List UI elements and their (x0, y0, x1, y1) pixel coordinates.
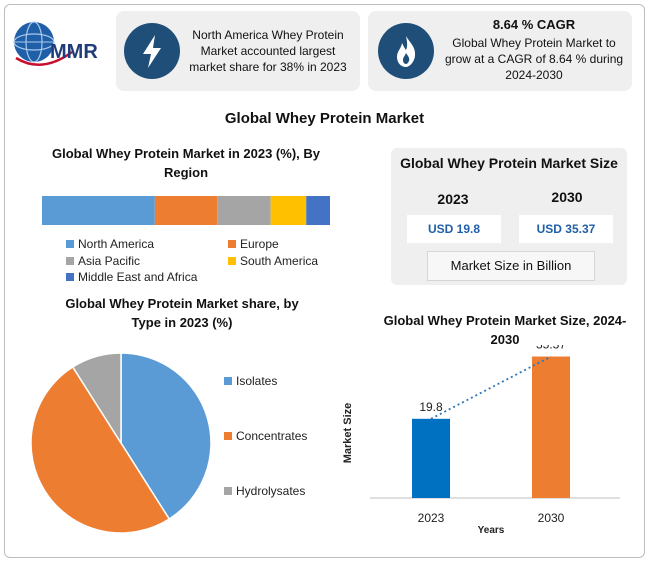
logo-text: MMR (50, 41, 98, 63)
legend-label: Asia Pacific (78, 254, 141, 268)
legend-label: Concentrates (236, 429, 308, 443)
market-size-panel: Global Whey Protein Market Size 2023 203… (391, 148, 627, 285)
size-unit: Market Size in Billion (427, 251, 595, 281)
highlight-card-cagr: 8.64 % CAGR Global Whey Protein Market t… (368, 11, 632, 91)
type-pie-chart (30, 352, 212, 534)
lightning-icon-badge (124, 23, 180, 79)
legend-label: South America (240, 254, 319, 268)
x-tick-2023: 2023 (418, 511, 445, 525)
region-stacked-bar (42, 196, 330, 225)
type-legend-isolates: Isolates (224, 374, 277, 388)
legend-label: Middle East and Africa (78, 270, 198, 284)
highlight-text-market-share: North America Whey Protein Market accoun… (189, 28, 347, 74)
highlight-text-cagr: Global Whey Protein Market to grow at a … (444, 36, 624, 82)
type-legend-hydrolysates: Hydrolysates (224, 484, 305, 498)
type-chart-title: Global Whey Protein Market share, by Typ… (65, 296, 299, 330)
size-bar-2030 (532, 356, 570, 498)
highlight-card-market-share: North America Whey Protein Market accoun… (116, 11, 360, 91)
region-segment-north-america (42, 196, 155, 225)
legend-swatch (66, 256, 74, 265)
size-year-b: 2030 (551, 189, 583, 205)
legend-label: Europe (240, 237, 279, 251)
legend-label: Isolates (236, 374, 278, 388)
x-axis-label: Years (478, 525, 505, 536)
region-legend-middle-east-and-africa: Middle East and Africa (66, 270, 197, 284)
flame-icon-badge (378, 23, 434, 79)
size-value-b: USD 35.37 (519, 215, 613, 243)
type-legend-concentrates: Concentrates (224, 429, 307, 443)
pie-slice-hydrolysates (71, 352, 122, 446)
flame-icon (397, 36, 416, 67)
size-chart-title: Global Whey Protein Market Size, 2024-20… (383, 313, 627, 347)
region-segment-europe (154, 196, 218, 225)
region-segment-south-america (270, 196, 307, 225)
legend-label: Hydrolysates (236, 484, 306, 498)
legend-swatch (66, 272, 74, 281)
size-bar-value-2023: 19.8 (419, 400, 443, 414)
size-bar-2023 (412, 418, 450, 498)
lightning-icon (143, 35, 161, 68)
region-segment-middle-east-and-africa (306, 196, 330, 225)
size-panel-title: Global Whey Protein Market Size (400, 155, 618, 171)
legend-swatch (224, 431, 232, 440)
main-title: Global Whey Protein Market (224, 110, 425, 127)
legend-swatch (228, 256, 236, 265)
y-axis-label: Market Size (342, 403, 354, 464)
mmr-logo: MMR (13, 21, 98, 66)
region-legend-south-america: South America (228, 254, 318, 268)
legend-label: North America (78, 237, 155, 251)
legend-swatch (228, 239, 236, 248)
region-segment-asia-pacific (217, 196, 271, 225)
pie-slice-concentrates (30, 365, 171, 534)
x-tick-2030: 2030 (538, 511, 565, 525)
legend-swatch (224, 376, 232, 385)
size-value-a: USD 19.8 (407, 215, 501, 243)
cagr-title: 8.64 % CAGR (492, 17, 576, 32)
region-chart-title: Global Whey Protein Market in 2023 (%), … (51, 146, 320, 180)
size-bar-value-2030: 35.37 (536, 345, 566, 352)
size-year-a: 2023 (437, 191, 469, 207)
region-legend-north-america: North America (66, 237, 154, 251)
legend-swatch (224, 486, 232, 495)
size-bar-chart: 19.8 2023 35.37 2030 Years Market Size (342, 345, 620, 536)
region-legend-europe: Europe (228, 237, 279, 251)
legend-swatch (66, 239, 74, 248)
region-legend-asia-pacific: Asia Pacific (66, 254, 140, 268)
